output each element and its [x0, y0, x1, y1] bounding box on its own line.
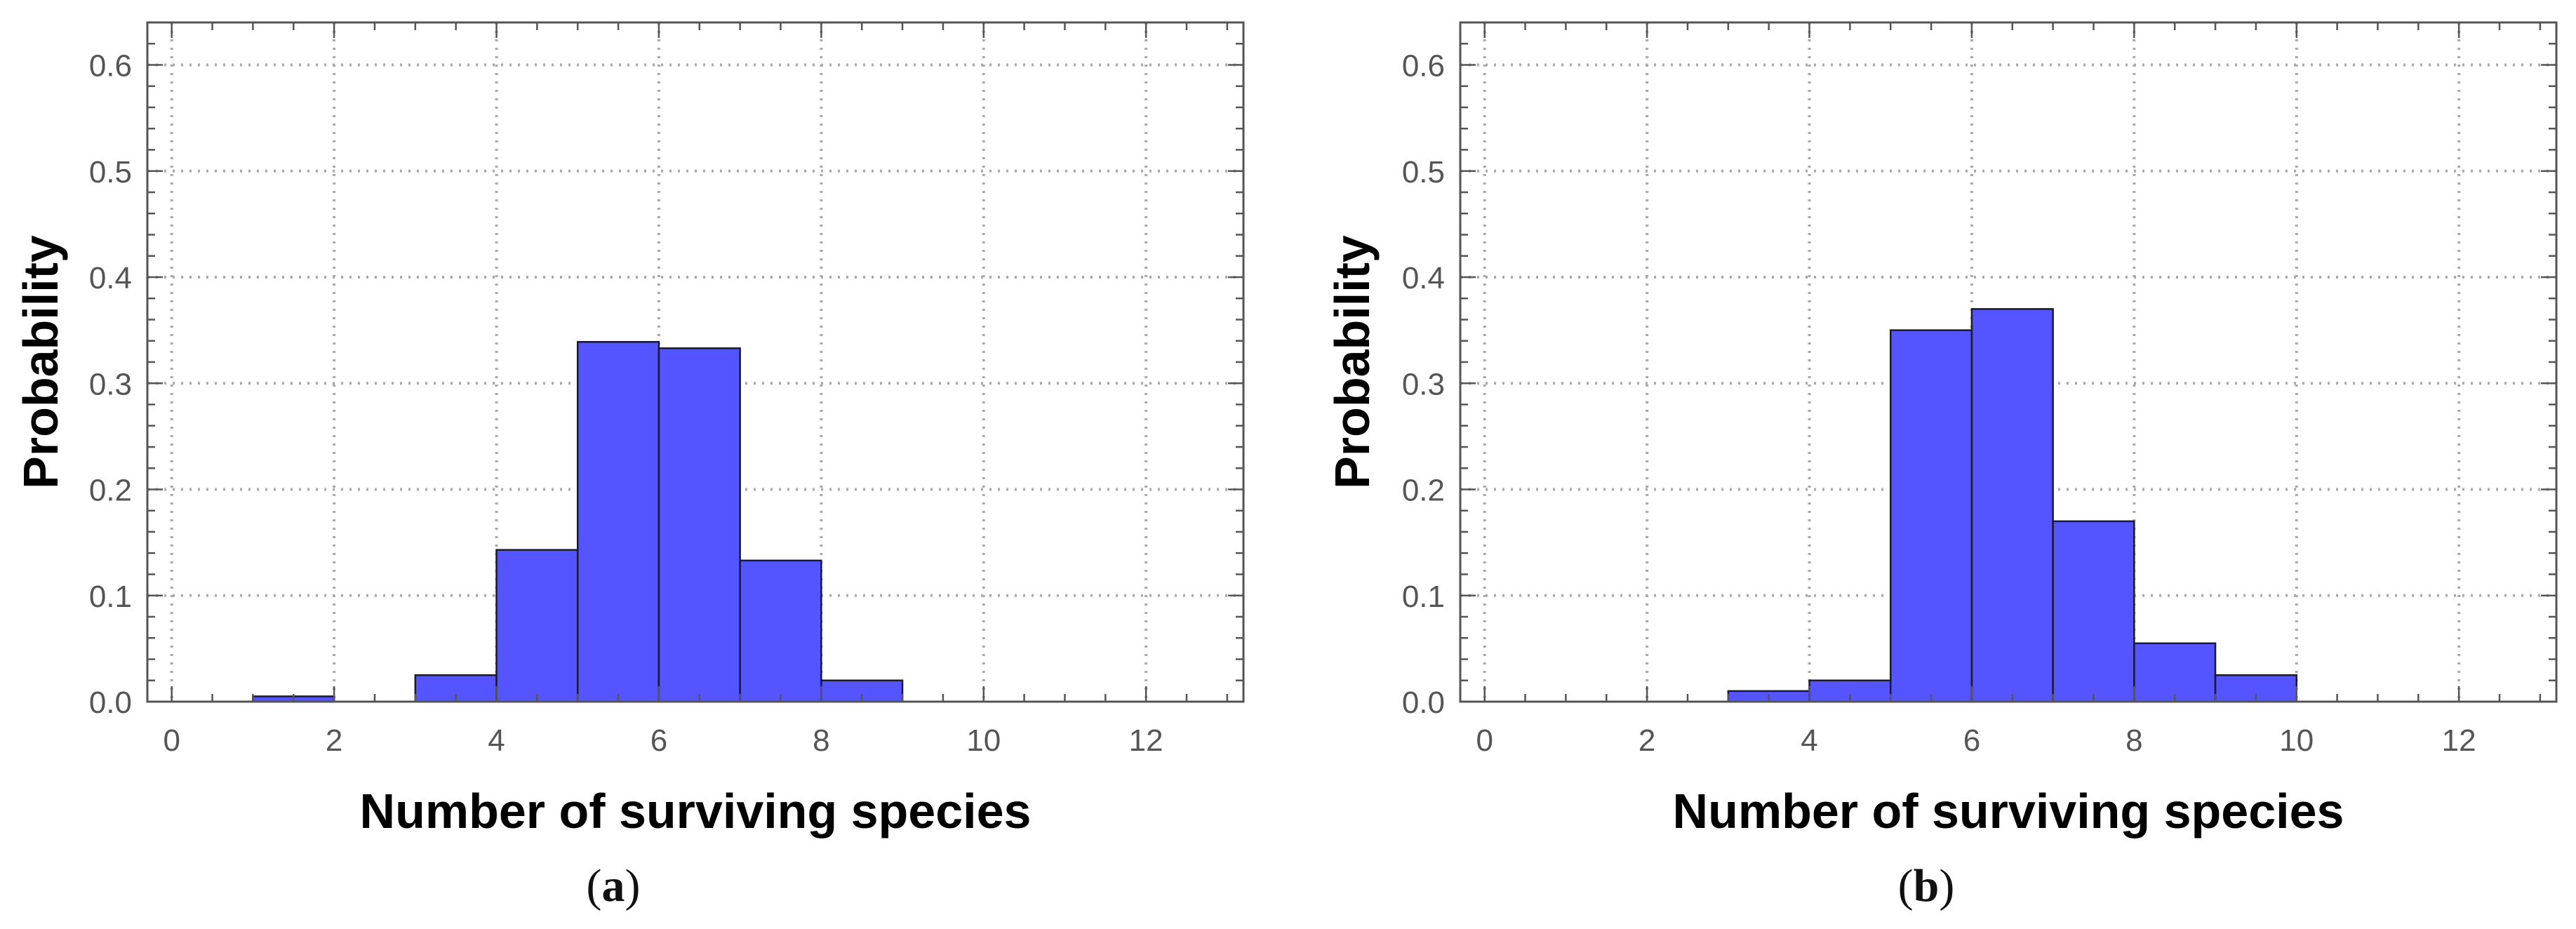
xtick-label-b-1: 2 — [1639, 723, 1655, 758]
bar-a-2 — [495, 549, 579, 703]
xtick-label-b-5: 10 — [2279, 723, 2314, 758]
xaxis-title-a: Number of surviving species — [360, 784, 1032, 838]
ytick-label-a-2: 0.2 — [89, 474, 132, 508]
ytick-label-a-1: 0.1 — [89, 580, 132, 614]
ytick-label-b-5: 0.5 — [1402, 155, 1445, 189]
xtick-label-b-0: 0 — [1476, 723, 1493, 758]
ytick-label-a-5: 0.5 — [89, 155, 132, 189]
yaxis-title-a: Probability — [13, 235, 68, 489]
bar-b-2 — [1889, 329, 1973, 703]
ytick-label-b-2: 0.2 — [1402, 474, 1445, 508]
xtick-label-a-3: 6 — [650, 723, 667, 758]
bar-b-3 — [1970, 308, 2054, 703]
xtick-label-a-4: 8 — [813, 723, 829, 758]
bar-a-5 — [739, 559, 822, 703]
xtick-label-a-0: 0 — [163, 723, 180, 758]
caption-b: (b) — [1897, 860, 1955, 911]
ytick-label-a-6: 0.6 — [89, 49, 132, 83]
ytick-label-b-1: 0.1 — [1402, 580, 1445, 614]
yaxis-title-b: Probability — [1325, 235, 1380, 489]
xaxis-title-b: Number of surviving species — [1673, 784, 2344, 838]
ytick-label-b-6: 0.6 — [1402, 49, 1445, 83]
xtick-label-b-6: 12 — [2442, 723, 2476, 758]
ytick-label-b-3: 0.3 — [1402, 367, 1445, 401]
xtick-label-b-3: 6 — [1963, 723, 1980, 758]
xtick-label-a-1: 2 — [326, 723, 342, 758]
xtick-label-a-5: 10 — [966, 723, 1001, 758]
caption-a: (a) — [586, 860, 641, 911]
ytick-label-b-0: 0.0 — [1402, 686, 1445, 720]
xtick-label-b-4: 8 — [2125, 723, 2142, 758]
bar-a-3 — [576, 341, 660, 703]
bar-b-4 — [2052, 520, 2135, 703]
ytick-label-a-4: 0.4 — [89, 261, 132, 295]
ytick-label-a-0: 0.0 — [89, 686, 132, 720]
xtick-label-a-6: 12 — [1129, 723, 1163, 758]
xtick-label-a-2: 4 — [488, 723, 505, 758]
ytick-label-b-4: 0.4 — [1402, 261, 1445, 295]
bar-b-5 — [2133, 642, 2217, 703]
bar-a-4 — [658, 347, 741, 703]
ytick-label-a-3: 0.3 — [89, 367, 132, 401]
xtick-label-b-2: 4 — [1801, 723, 1817, 758]
